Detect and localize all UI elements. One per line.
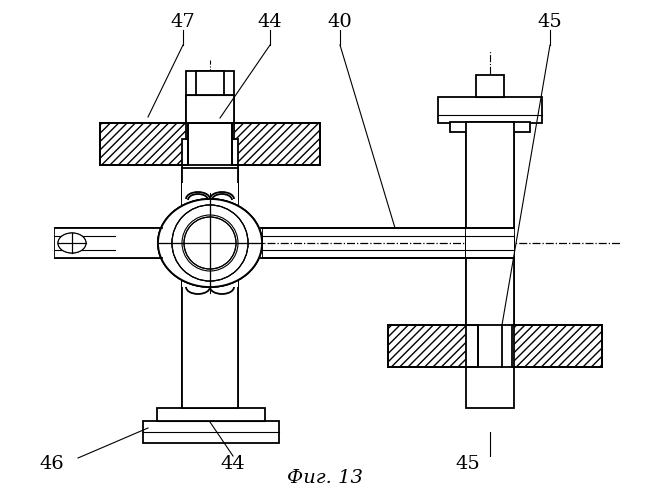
Bar [476, 75, 504, 97]
Bar [100, 123, 188, 165]
Ellipse shape [184, 217, 236, 269]
Bar [188, 123, 232, 165]
Text: 46: 46 [40, 455, 64, 473]
Bar [481, 281, 499, 295]
Text: 40: 40 [328, 13, 352, 31]
Bar [196, 71, 224, 95]
Ellipse shape [58, 233, 86, 253]
Text: 44: 44 [257, 13, 282, 31]
Bar [512, 325, 602, 367]
Ellipse shape [172, 205, 248, 281]
Bar [182, 199, 238, 287]
Bar [232, 123, 320, 165]
Text: 45: 45 [538, 13, 562, 31]
Bar [182, 253, 238, 408]
Text: 44: 44 [220, 455, 246, 473]
Ellipse shape [158, 199, 262, 287]
Ellipse shape [158, 199, 262, 287]
Bar [466, 235, 514, 325]
Bar [388, 325, 478, 367]
Bar [182, 228, 262, 258]
Bar [232, 123, 320, 165]
Bar [100, 123, 188, 165]
Bar [182, 183, 238, 253]
Bar [55, 228, 185, 258]
Bar [182, 258, 238, 408]
Ellipse shape [58, 233, 86, 253]
Bar [450, 122, 530, 132]
Bar [466, 122, 514, 228]
Bar [478, 325, 502, 367]
Ellipse shape [172, 205, 248, 281]
Bar [466, 228, 514, 258]
Bar [186, 71, 234, 139]
Bar [512, 325, 602, 367]
Bar [55, 228, 162, 258]
Bar [438, 97, 542, 123]
Bar [466, 228, 514, 258]
Bar [466, 258, 514, 408]
Bar [262, 228, 487, 258]
Text: 47: 47 [170, 13, 196, 31]
Bar [143, 421, 279, 443]
Bar [474, 295, 506, 325]
Bar [182, 139, 238, 199]
Text: Фиг. 13: Фиг. 13 [287, 469, 363, 487]
Text: 45: 45 [456, 455, 480, 473]
Bar [182, 168, 238, 228]
Bar [186, 95, 234, 123]
Bar [388, 325, 478, 367]
Ellipse shape [182, 215, 238, 271]
Ellipse shape [158, 199, 262, 287]
Bar [466, 123, 514, 228]
Bar [157, 408, 265, 421]
